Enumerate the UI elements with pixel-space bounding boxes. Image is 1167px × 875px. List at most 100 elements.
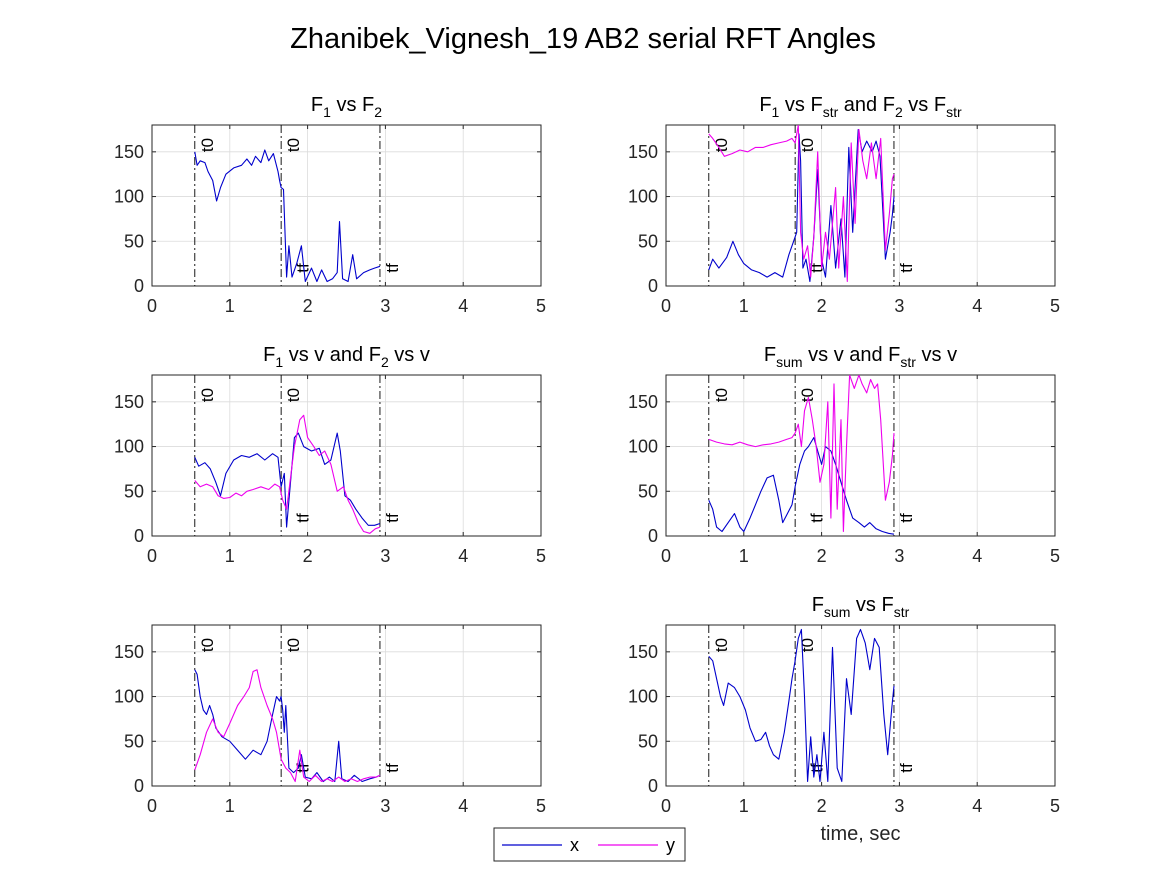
event-label-tf: tf bbox=[897, 763, 916, 773]
subplot-title-part: vs F bbox=[331, 94, 374, 116]
x-tick-label: 2 bbox=[817, 546, 827, 566]
y-tick-label: 100 bbox=[628, 437, 658, 457]
y-tick-label: 50 bbox=[638, 231, 658, 251]
y-tick-label: 0 bbox=[648, 776, 658, 796]
event-label-t0: t0 bbox=[284, 388, 303, 402]
event-label-tf: tf bbox=[383, 263, 402, 273]
x-tick-label: 0 bbox=[661, 296, 671, 316]
subplot-title-part: and F bbox=[838, 94, 895, 116]
event-label-tf: tf bbox=[293, 513, 312, 523]
subplot-title: Fsum vs v and Fstr vs v bbox=[764, 344, 957, 370]
y-tick-label: 100 bbox=[628, 187, 658, 207]
event-label-tf: tf bbox=[383, 513, 402, 523]
x-tick-label: 1 bbox=[739, 296, 749, 316]
x-tick-label: 0 bbox=[147, 546, 157, 566]
event-label-tf: tf bbox=[293, 263, 312, 273]
x-axis-label: time, sec bbox=[820, 823, 900, 845]
event-label-t0: t0 bbox=[198, 388, 217, 402]
x-tick-label: 2 bbox=[817, 296, 827, 316]
event-label-t0: t0 bbox=[284, 138, 303, 152]
y-tick-label: 150 bbox=[114, 392, 144, 412]
x-tick-label: 0 bbox=[661, 546, 671, 566]
x-tick-label: 5 bbox=[1050, 296, 1060, 316]
series-line-x bbox=[708, 628, 895, 783]
x-tick-label: 1 bbox=[225, 296, 235, 316]
event-label-tf: tf bbox=[807, 263, 826, 273]
event-label-tf: tf bbox=[383, 763, 402, 773]
y-tick-label: 50 bbox=[638, 731, 658, 751]
x-tick-label: 1 bbox=[739, 796, 749, 816]
y-tick-label: 50 bbox=[124, 481, 144, 501]
subplot-title-part: vs v bbox=[389, 344, 430, 366]
event-label-t0: t0 bbox=[798, 638, 817, 652]
y-tick-label: 150 bbox=[628, 392, 658, 412]
event-label-t0: t0 bbox=[712, 638, 731, 652]
legend[interactable]: x y bbox=[493, 827, 686, 862]
subplot-title-part: 2 bbox=[374, 104, 382, 120]
event-label-tf: tf bbox=[293, 763, 312, 773]
y-tick-label: 50 bbox=[124, 731, 144, 751]
subplot-title-part: vs v and F bbox=[803, 344, 901, 366]
event-label-t0: t0 bbox=[712, 138, 731, 152]
x-tick-label: 4 bbox=[458, 796, 468, 816]
figure-title: Zhanibek_Vignesh_19 AB2 serial RFT Angle… bbox=[290, 23, 876, 55]
x-tick-label: 3 bbox=[894, 546, 904, 566]
subplot-title-part: sum bbox=[824, 604, 850, 620]
event-label-t0: t0 bbox=[712, 388, 731, 402]
x-tick-label: 3 bbox=[894, 296, 904, 316]
event-label-t0: t0 bbox=[284, 638, 303, 652]
x-tick-label: 1 bbox=[225, 546, 235, 566]
y-tick-label: 150 bbox=[114, 142, 144, 162]
subplot-title-part: vs v bbox=[916, 344, 957, 366]
subplot-title-part: str bbox=[900, 354, 916, 370]
series-line-y bbox=[708, 125, 895, 283]
subplot-title-part: str bbox=[823, 104, 839, 120]
x-tick-label: 2 bbox=[303, 796, 313, 816]
event-label-t0: t0 bbox=[198, 638, 217, 652]
x-tick-label: 4 bbox=[972, 796, 982, 816]
x-tick-label: 5 bbox=[536, 546, 546, 566]
subplot-title-part: 1 bbox=[772, 104, 780, 120]
subplot-title-part: str bbox=[894, 604, 910, 620]
event-label-t0: t0 bbox=[198, 138, 217, 152]
y-tick-label: 150 bbox=[114, 642, 144, 662]
series-line-y bbox=[708, 375, 895, 533]
x-tick-label: 3 bbox=[380, 796, 390, 816]
subplot-title-part: 1 bbox=[323, 104, 331, 120]
x-tick-label: 0 bbox=[147, 296, 157, 316]
subplot-title: F1 vs Fstr and F2 vs Fstr bbox=[759, 94, 962, 120]
x-tick-label: 4 bbox=[458, 546, 468, 566]
subplot-title-part: F bbox=[812, 594, 824, 616]
series-line-y bbox=[194, 414, 381, 534]
x-tick-label: 5 bbox=[536, 296, 546, 316]
y-tick-label: 150 bbox=[628, 142, 658, 162]
subplot-title: F1 vs v and F2 vs v bbox=[263, 344, 430, 370]
subplot-title-part: F bbox=[263, 344, 275, 366]
subplot-title-part: F bbox=[759, 94, 771, 116]
y-tick-label: 100 bbox=[628, 687, 658, 707]
subplot-title-part: vs F bbox=[850, 594, 893, 616]
subplot-title-part: F bbox=[764, 344, 776, 366]
subplot-title-part: vs F bbox=[903, 94, 946, 116]
subplot-title-part: 2 bbox=[381, 354, 389, 370]
y-tick-label: 150 bbox=[628, 642, 658, 662]
x-tick-label: 3 bbox=[894, 796, 904, 816]
subplot-title-part: F bbox=[311, 94, 323, 116]
x-tick-label: 5 bbox=[1050, 546, 1060, 566]
legend-label-y: y bbox=[666, 835, 675, 855]
subplot-title-part: sum bbox=[776, 354, 802, 370]
event-label-t0: t0 bbox=[798, 138, 817, 152]
x-tick-label: 4 bbox=[972, 296, 982, 316]
x-tick-label: 1 bbox=[225, 796, 235, 816]
y-tick-label: 0 bbox=[648, 276, 658, 296]
y-tick-label: 50 bbox=[124, 231, 144, 251]
subplot-title-part: 2 bbox=[895, 104, 903, 120]
x-tick-label: 4 bbox=[458, 296, 468, 316]
y-tick-label: 0 bbox=[648, 526, 658, 546]
